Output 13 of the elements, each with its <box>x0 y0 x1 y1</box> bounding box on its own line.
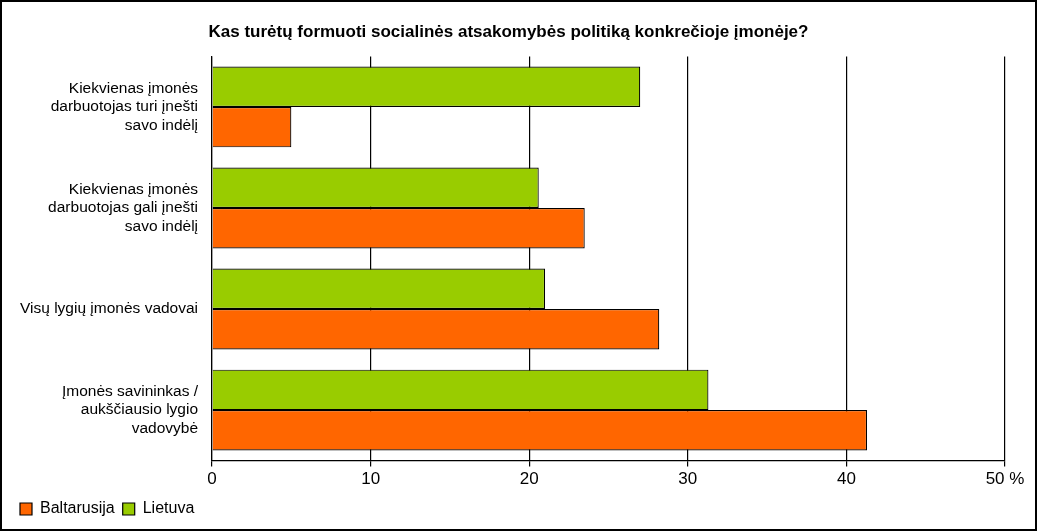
y-tick-label: Visų lygių įmonės vadovai <box>20 299 199 317</box>
x-tick-label: 0 <box>207 469 217 489</box>
x-tick-label: 50 % <box>985 469 1025 489</box>
x-tick-label: 10 <box>361 469 381 489</box>
y-tick-label: Kiekvienas įmonės darbuotojas gali įnešti savo indėlį <box>48 179 199 234</box>
legend-label: Baltarusija <box>40 499 115 517</box>
chart-title: Kas turėtų formuoti socialinės atsakomybės politiką konkrečioje įmonėje? <box>208 21 809 41</box>
x-tick-label: 40 <box>836 469 856 489</box>
x-tick-label: 30 <box>678 469 698 489</box>
y-tick-label: Kiekvienas įmonės darbuotojas turi įnešti savo indėlį <box>50 78 199 133</box>
x-tick-label: 20 <box>519 469 539 489</box>
y-tick-label: Įmonės savininkas / aukščiausio lygio vadovybė <box>61 381 199 436</box>
legend-label: Lietuva <box>142 499 195 517</box>
